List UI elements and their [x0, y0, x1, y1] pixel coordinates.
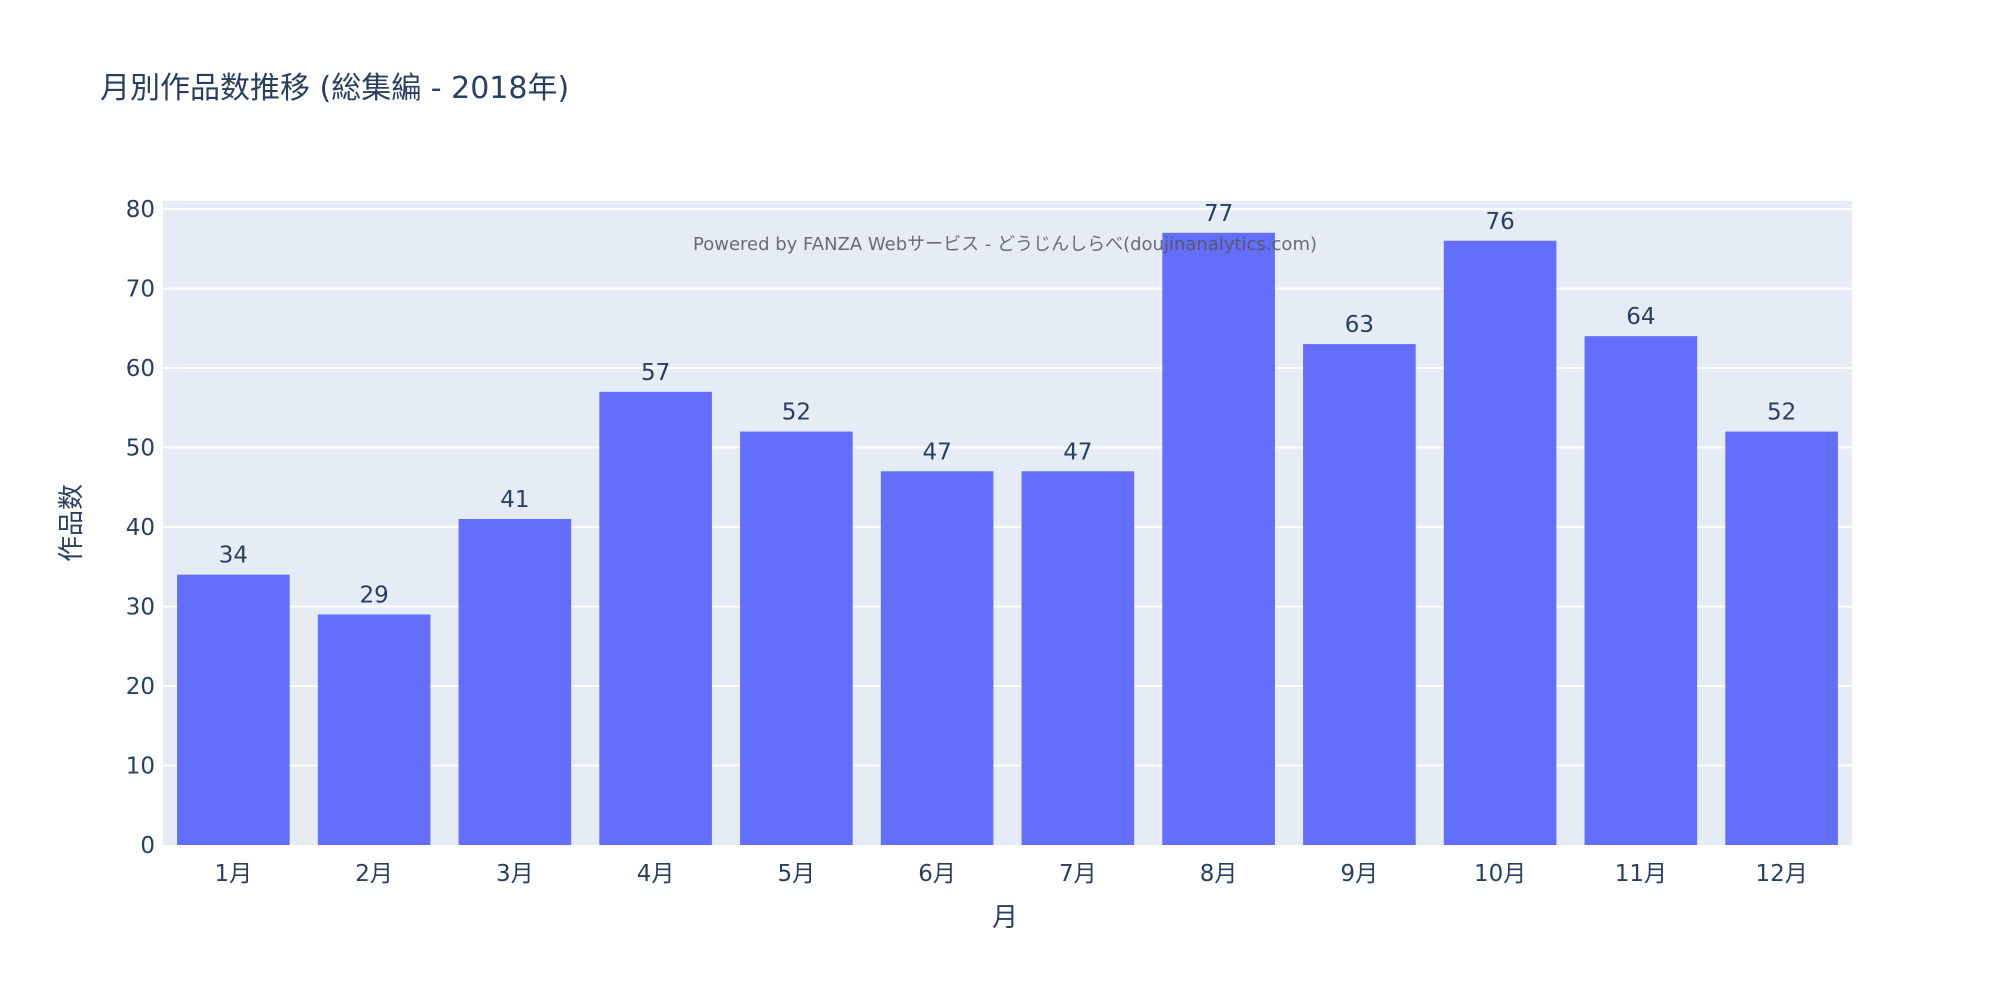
y-axis-ticks: 0 10 20 30 40 50 60 70 80: [126, 197, 155, 859]
x-tick-label: 2月: [355, 861, 393, 887]
bar: [1443, 240, 1557, 846]
x-axis-ticks: 1月 2月 3月 4月 5月 6月 7月 8月 9月 10月 11月 12月: [215, 861, 1808, 887]
plot-background: [163, 201, 1852, 845]
bar-value-label: 41: [500, 487, 529, 513]
y-tick-label: 50: [126, 435, 155, 461]
bar: [317, 614, 431, 845]
bar-value-label: 34: [219, 543, 248, 569]
y-tick-label: 80: [126, 197, 155, 223]
x-tick-label: 6月: [918, 861, 956, 887]
bar: [458, 519, 572, 845]
bar: [1584, 336, 1698, 845]
x-tick-label: 9月: [1341, 861, 1379, 887]
x-tick-label: 8月: [1200, 861, 1238, 887]
bar: [177, 574, 290, 845]
x-tick-label: 11月: [1615, 861, 1667, 887]
x-tick-label: 5月: [778, 861, 816, 887]
bar-value-label: 29: [359, 582, 388, 608]
x-tick-label: 4月: [637, 861, 675, 887]
y-tick-label: 20: [126, 674, 155, 700]
bar: [1021, 471, 1135, 845]
bar-value-label: 57: [641, 360, 670, 386]
x-tick-label: 7月: [1059, 861, 1097, 887]
bar: [1303, 344, 1416, 845]
bars: [177, 232, 1838, 846]
gridlines: [163, 207, 1852, 767]
x-tick-label: 3月: [496, 861, 534, 887]
bar: [599, 391, 712, 845]
x-tick-label: 1月: [215, 861, 253, 887]
bar-value-label: 64: [1626, 304, 1655, 330]
y-tick-label: 60: [126, 356, 155, 382]
bar-value-label: 52: [782, 400, 811, 426]
bar: [1162, 232, 1275, 845]
y-tick-label: 0: [140, 833, 155, 859]
bar: [880, 471, 994, 845]
y-tick-label: 10: [126, 753, 155, 779]
bar-value-label: 52: [1767, 400, 1796, 426]
chart-title: 月別作品数推移 (総集編 - 2018年): [100, 71, 569, 106]
y-axis-title: 作品数: [57, 484, 87, 562]
bar-value-label: 47: [922, 439, 951, 465]
credit-annotation: Powered by FANZA Webサービス - どうじんしらべ(douji…: [693, 234, 1317, 255]
x-tick-label: 12月: [1755, 861, 1807, 887]
y-tick-label: 40: [126, 515, 155, 541]
bar: [1725, 431, 1838, 845]
y-tick-label: 30: [126, 594, 155, 620]
x-axis-title: 月: [992, 903, 1018, 933]
bar-value-label: 77: [1204, 201, 1233, 227]
bar-value-label: 47: [1063, 439, 1092, 465]
bar-value-label: 76: [1485, 209, 1514, 235]
x-tick-label: 10月: [1474, 861, 1526, 887]
bar-value-label: 63: [1345, 312, 1374, 338]
bar-labels: 34 29 41 57 52 47 47 77 63 76 64 52: [219, 201, 1797, 609]
y-tick-label: 70: [126, 276, 155, 302]
bar: [740, 431, 853, 845]
